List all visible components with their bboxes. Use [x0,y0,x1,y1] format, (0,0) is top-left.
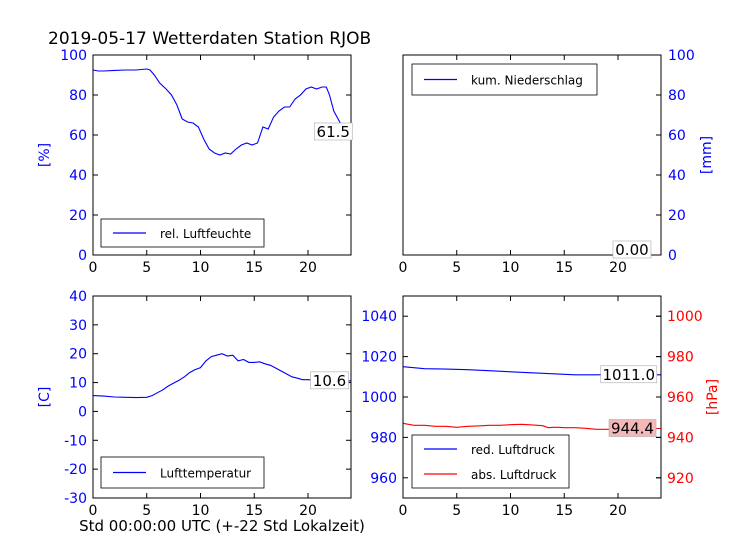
x-tick-label-temperature: 15 [245,503,263,519]
series-line-temperature-0 [92,353,352,399]
y-tick-label-temperature: 40 [69,289,87,305]
y-tick-label-humidity: 0 [78,248,87,264]
y-axis-label-precipitation: [mm] [699,136,715,174]
y-tick-label-temperature: 30 [69,318,87,334]
y-right-tick-label-pressure: 960 [667,390,694,406]
current-value-label-precipitation-0: 0.00 [615,241,648,259]
x-tick-label-pressure: 10 [502,503,520,519]
figure-xlabel: Std 00:00:00 UTC (+-22 Std Lokalzeit) [79,517,365,535]
current-value-box-humidity-0 [313,122,353,141]
y-tick-label-precipitation: 40 [668,168,686,184]
y-right-tick-label-pressure: 1000 [667,309,703,325]
x-tick-label-pressure: 15 [555,503,573,519]
y-axis-label-temperature: [C] [37,387,53,408]
legend-box-pressure [411,434,570,489]
current-value-label-humidity-0: 61.5 [317,123,350,141]
x-tick-label-humidity: 5 [142,260,151,276]
figure-title: 2019-05-17 Wetterdaten Station RJOB [48,29,371,49]
y-tick-label-humidity: 60 [69,128,87,144]
x-tick-label-temperature: 0 [89,503,98,519]
x-tick-label-humidity: 10 [192,260,210,276]
y-tick-label-humidity: 100 [60,48,87,64]
y-tick-label-precipitation: 0 [668,248,677,264]
panel-pressure: 0 5 10 15 20 960 980 1000 1020 1040 920 940 960 980 10… [361,295,721,519]
y-tick-label-temperature: -30 [64,491,87,507]
y-tick-label-pressure: 980 [370,430,397,446]
x-tick-label-temperature: 20 [299,503,317,519]
y-tick-label-precipitation: 20 [668,208,686,224]
legend-label-temperature-0: Lufttemperatur [160,467,251,481]
y-tick-label-temperature: 0 [78,404,87,420]
x-tick-label-temperature: 5 [142,503,151,519]
current-value-label-pressure-0: 1011.0 [603,366,656,384]
legend-label-humidity-0: rel. Luftfeuchte [160,227,251,241]
x-tick-label-humidity: 15 [245,260,263,276]
panel-temperature: 0 5 10 15 20 -30 -20 -10 0 10 20 30 40 [C] Lufttempera… [37,289,352,519]
x-tick-label-precipitation: 10 [502,260,520,276]
y-right-tick-label-pressure: 920 [667,471,694,487]
y-tick-label-humidity: 40 [69,168,87,184]
y-axis-label-pressure: [hPa] [705,379,721,415]
y-right-tick-label-pressure: 940 [667,430,694,446]
y-tick-label-temperature: 10 [69,376,87,392]
x-tick-label-pressure: 20 [609,503,627,519]
legend-label-pressure-1: abs. Luftdruck [471,468,556,482]
current-value-box-pressure-1 [608,419,657,437]
current-value-box-temperature-0 [310,371,349,390]
y-tick-label-humidity: 80 [69,88,87,104]
current-value-box-pressure-0 [600,365,658,384]
y-tick-label-precipitation: 60 [668,128,686,144]
panel-humidity: 0 5 10 15 20 0 20 40 60 80 100 [%] rel. Luftfeuchte 6… [37,48,353,276]
x-tick-label-humidity: 20 [299,260,317,276]
current-value-label-temperature-0: 10.6 [313,372,346,390]
y-tick-label-pressure: 1000 [361,390,397,406]
panel-precipitation: 0 5 10 15 20 0 20 40 60 80 100 [mm] kum. Niederschla… [399,48,715,276]
x-tick-label-precipitation: 0 [399,260,408,276]
y-axis-label-humidity: [%] [37,143,53,167]
legend-label-precipitation-0: kum. Niederschlag [471,74,583,88]
x-tick-label-precipitation: 15 [555,260,573,276]
y-tick-label-temperature: -20 [64,462,87,478]
x-tick-label-pressure: 0 [399,503,408,519]
x-tick-label-temperature: 10 [192,503,210,519]
plot-frame-precipitation [402,54,662,256]
y-tick-label-precipitation: 100 [668,48,695,64]
series-line-pressure-1 [402,422,661,430]
x-tick-label-pressure: 5 [452,503,461,519]
current-value-label-pressure-1: 944.4 [611,420,654,438]
y-tick-label-pressure: 1020 [361,350,397,366]
current-value-box-precipitation-0 [612,240,652,259]
x-tick-label-humidity: 0 [89,260,98,276]
y-right-tick-label-pressure: 980 [667,350,694,366]
series-line-humidity-0 [92,68,350,156]
plot-frame-temperature [92,295,352,499]
y-tick-label-pressure: 960 [370,471,397,487]
x-tick-label-precipitation: 5 [452,260,461,276]
y-tick-label-pressure: 1040 [361,309,397,325]
y-tick-label-humidity: 20 [69,208,87,224]
x-tick-label-precipitation: 20 [609,260,627,276]
y-tick-label-temperature: -10 [64,433,87,449]
legend-label-pressure-0: red. Luftdruck [471,443,555,457]
y-tick-label-temperature: 20 [69,347,87,363]
y-tick-label-precipitation: 80 [668,88,686,104]
plot-frame-humidity [92,54,352,256]
